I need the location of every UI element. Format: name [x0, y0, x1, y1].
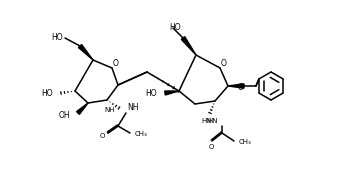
Text: OH: OH: [58, 111, 70, 121]
Text: HO: HO: [51, 33, 63, 43]
Text: CH₃: CH₃: [135, 131, 148, 137]
Text: HN: HN: [208, 118, 218, 124]
Text: O: O: [221, 60, 227, 68]
Polygon shape: [78, 45, 93, 60]
Polygon shape: [228, 84, 244, 88]
Text: O: O: [113, 60, 119, 68]
Polygon shape: [165, 91, 179, 95]
Text: HO: HO: [42, 89, 53, 98]
Text: NH: NH: [127, 104, 139, 113]
Text: NH: NH: [104, 107, 115, 113]
Polygon shape: [77, 103, 88, 114]
Text: HO: HO: [169, 24, 181, 33]
Text: CH₃: CH₃: [239, 139, 252, 145]
Text: HN: HN: [202, 118, 212, 124]
Text: HO: HO: [145, 89, 157, 98]
Text: O: O: [238, 83, 244, 92]
Text: O: O: [208, 144, 214, 150]
Text: O: O: [100, 133, 105, 139]
Polygon shape: [181, 37, 196, 55]
